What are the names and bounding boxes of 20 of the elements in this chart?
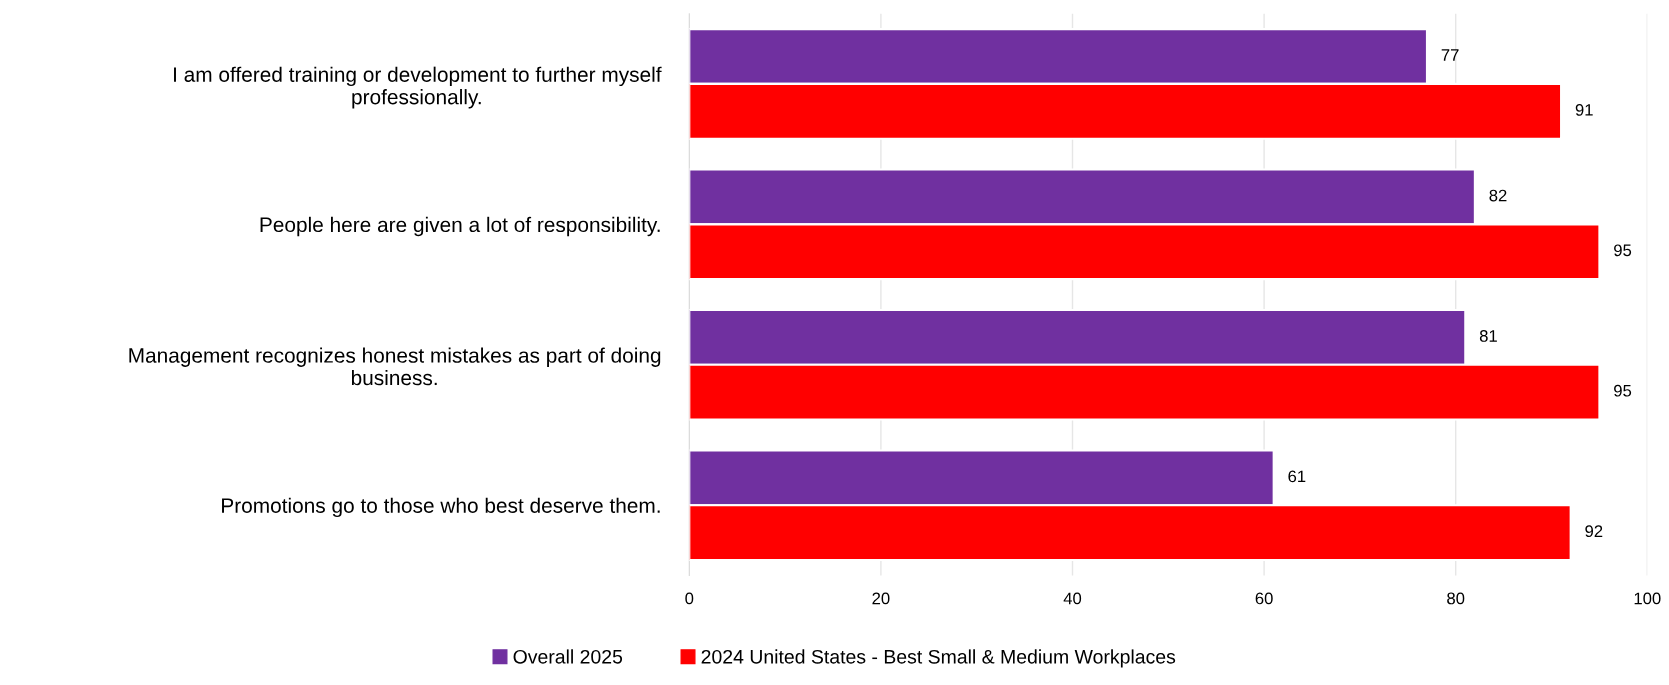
data-label: 77: [1441, 49, 1459, 61]
x-tick-label: 80: [1447, 592, 1465, 605]
y-tick-label: I am offered training or development to further myself professionally.: [174, 66, 662, 109]
x-tick-label: 20: [872, 592, 890, 605]
y-tick-label: Promotions go to those who best deserve them.: [222, 497, 660, 518]
x-tick-label: 0: [685, 592, 694, 605]
data-label: 81: [1479, 330, 1497, 342]
data-label: 91: [1575, 103, 1593, 116]
x-tick-label: 100: [1634, 592, 1661, 605]
y-tick-label: People here are given a lot of responsibility.: [260, 216, 660, 237]
data-label: 92: [1585, 525, 1603, 538]
x-tick-label: 40: [1063, 592, 1082, 605]
data-label: 95: [1614, 384, 1632, 397]
legend-label: Overall 2025: [513, 649, 623, 664]
data-label: 61: [1288, 470, 1306, 483]
x-tick-label: 60: [1255, 592, 1273, 605]
data-label: 82: [1489, 189, 1507, 202]
data-label: 95: [1614, 244, 1632, 257]
y-tick-label: Management recognizes honest mistakes as part of doing business.: [129, 347, 661, 386]
legend-label: 2024 United States - Best Small & Medium Workplaces: [701, 649, 1176, 668]
